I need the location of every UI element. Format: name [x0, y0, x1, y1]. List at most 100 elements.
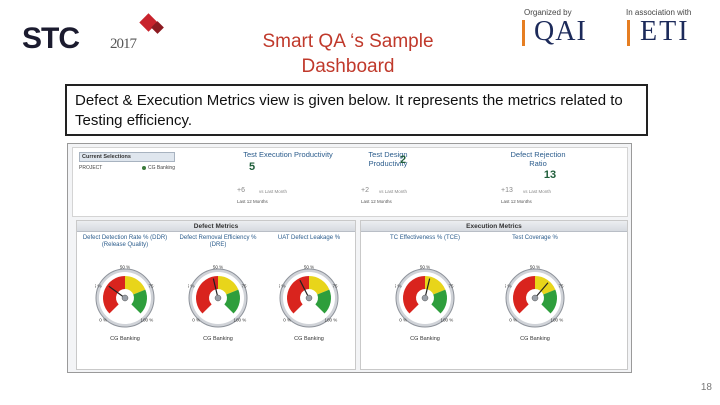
gauge-title: Defect Removal Efficiency % (DRE) [179, 235, 257, 248]
gauge-ddr[interactable]: Defect Detection Rate % (DDR) (Release Q… [79, 235, 171, 342]
kpi-title: Test Design Productivity [368, 150, 408, 168]
kpi-test-execution-productivity[interactable]: Test Execution Productivity 5 +6 vs Last… [223, 150, 353, 204]
gauge-title: Defect Detection Rate % (DDR) (Release Q… [82, 235, 168, 248]
gauge-tick-label: 25 % [95, 284, 101, 289]
selection-value: CG Banking [142, 165, 175, 171]
gauge-tick-label: 50 % [530, 265, 540, 270]
organized-by-label: Organized by [524, 8, 572, 17]
gauge-band [196, 276, 218, 314]
gauge-band [103, 276, 125, 314]
gauge-tick-label: 0 % [399, 317, 407, 322]
gauge-uat-leakage[interactable]: UAT Defect Leakage % 0 % 25 % 50 % 75 % 100 … [263, 235, 355, 342]
eti-logo: ETI [640, 16, 690, 47]
gauge-band [315, 289, 331, 314]
gauge-tick-label: 25 % [188, 284, 194, 289]
kpi-delta-label: vs Last Month [259, 189, 288, 194]
gauge-tick-label: 25 % [279, 284, 285, 289]
gauge-title: Test Coverage % [512, 235, 558, 241]
kpi-value: 13 [543, 169, 557, 182]
gauge-tick-label: 100 % [551, 317, 564, 322]
slide-title: Smart QA ‘s Sample Dashboard [262, 31, 434, 77]
gauge-needle [212, 278, 219, 299]
gauge-tick-label: 0 % [99, 317, 107, 322]
gauge-band [224, 289, 240, 314]
gauge-dial: 0 % 25 % 50 % 75 % 100 % [279, 265, 339, 328]
slide-number: 18 [700, 382, 712, 393]
qai-divider [522, 20, 525, 46]
gauge-tick-label: 25 % [395, 284, 401, 289]
gauge-title: UAT Defect Leakage % [277, 235, 341, 241]
kpi-defect-rejection-ratio[interactable]: Defect Rejection Ratio 13 +13 vs Last Mo… [473, 150, 603, 204]
dashboard-screenshot: Current Selections PROJECT CG Banking Te… [67, 143, 632, 373]
eti-divider [627, 20, 630, 46]
kpi-delta: +6 [237, 187, 245, 194]
kpi-title: Defect Rejection Ratio [510, 150, 566, 168]
kpi-value: 2 [399, 154, 407, 167]
kpi-delta: +2 [361, 187, 369, 194]
gauge-needle [424, 278, 431, 299]
gauge-label: CG Banking [410, 336, 440, 342]
gauge-tick-label: 75 % [149, 284, 155, 289]
gauge-band [513, 276, 535, 314]
gauge-hub [421, 294, 429, 302]
gauge-band [287, 276, 309, 314]
gauge-tick-label: 0 % [192, 317, 200, 322]
gauge-needle [534, 282, 549, 299]
gauge-tick-label: 100 % [234, 317, 247, 322]
gauge-tce[interactable]: TC Effectiveness % (TCE) 0 % 25 % 50 % 75 %… [379, 235, 471, 342]
defect-metrics-panel: Defect Metrics Defect Detection Rate % (… [76, 220, 356, 370]
gauge-tick-label: 50 % [304, 265, 314, 270]
kpi-title: Test Execution Productivity [243, 150, 333, 159]
execution-metrics-panel: Execution Metrics TC Effectiveness % (TC… [360, 220, 628, 370]
gauge-tick-label: 75 % [449, 284, 455, 289]
gauge-band [403, 276, 425, 314]
gauge-band [218, 276, 239, 295]
gauge-label: CG Banking [520, 336, 550, 342]
gauge-tick-label: 100 % [441, 317, 454, 322]
gauge-tick-label: 25 % [505, 284, 511, 289]
gauge-tick-label: 50 % [420, 265, 430, 270]
stc-logo: STC 2017 [22, 13, 182, 55]
gauge-dial: 0 % 25 % 50 % 75 % 100 % [395, 265, 455, 328]
kpi-period: Last 12 Months [237, 199, 268, 204]
gauge-label: CG Banking [203, 336, 233, 342]
gauge-band [425, 276, 446, 295]
qai-logo: QAI [534, 16, 587, 47]
gauge-dial: 0 % 25 % 50 % 75 % 100 % [95, 265, 155, 328]
gauge-needle [108, 285, 126, 299]
gauge-band [431, 289, 447, 314]
kpi-value: 5 [249, 160, 256, 173]
gauge-test-coverage[interactable]: Test Coverage % 0 % 25 % 50 % 75 % 100 % CG … [489, 235, 581, 342]
gauge-label: CG Banking [294, 336, 324, 342]
gauge-tick-label: 50 % [213, 265, 223, 270]
gauge-band [309, 276, 330, 295]
gauge-dial: 0 % 25 % 50 % 75 % 100 % [505, 265, 565, 328]
gauge-band [541, 289, 557, 314]
description-box: Defect & Execution Metrics view is given… [65, 84, 648, 136]
kpi-delta: +13 [501, 187, 513, 194]
kpi-period: Last 12 Months [361, 199, 392, 204]
gauge-tick-label: 0 % [283, 317, 291, 322]
gauge-tick-label: 75 % [333, 284, 339, 289]
gauge-tick-label: 0 % [509, 317, 517, 322]
current-selections-box[interactable]: Current Selections PROJECT CG Banking [79, 152, 175, 171]
gauge-tick-label: 100 % [325, 317, 338, 322]
gauge-dre[interactable]: Defect Removal Efficiency % (DRE) 0 % 25 … [172, 235, 264, 342]
kpi-delta-label: vs Last Month [379, 189, 408, 194]
gauge-title: TC Effectiveness % (TCE) [390, 235, 460, 241]
gauge-hub [531, 294, 539, 302]
kpi-delta-label: vs Last Month [523, 189, 552, 194]
gauge-label: CG Banking [110, 336, 140, 342]
kpi-test-design-productivity[interactable]: Test Design Productivity 2 +2 vs Last Mo… [323, 150, 453, 204]
gauge-tick-label: 75 % [242, 284, 248, 289]
association-label: In association with [626, 8, 692, 17]
execution-metrics-title: Execution Metrics [361, 221, 627, 232]
gauge-hub [121, 294, 129, 302]
kpi-period: Last 12 Months [501, 199, 532, 204]
gauge-band [125, 276, 146, 295]
stc-logo-text: STC [22, 22, 80, 55]
gauge-tick-label: 75 % [559, 284, 565, 289]
gauge-hub [305, 294, 313, 302]
kpi-strip: Current Selections PROJECT CG Banking Te… [72, 147, 628, 217]
